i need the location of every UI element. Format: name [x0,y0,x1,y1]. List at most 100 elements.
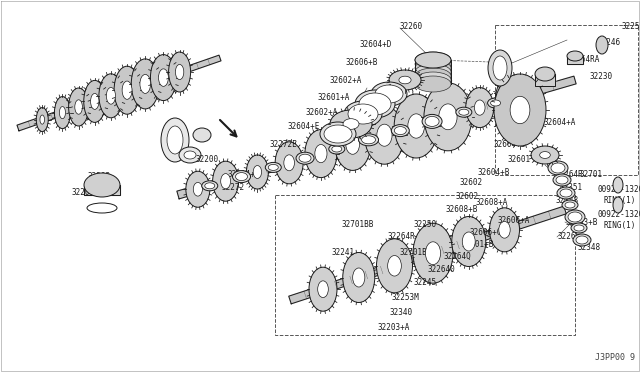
Ellipse shape [375,85,403,103]
Ellipse shape [531,146,559,164]
Ellipse shape [488,98,504,108]
Text: 32200: 32200 [195,155,218,164]
Ellipse shape [324,125,352,143]
Text: 32601+A: 32601+A [318,93,350,102]
Ellipse shape [452,217,486,266]
Ellipse shape [415,60,451,76]
Ellipse shape [565,210,585,224]
Ellipse shape [364,106,404,164]
Text: 322640: 322640 [428,265,456,274]
Ellipse shape [415,52,451,68]
Ellipse shape [106,87,115,104]
Text: 32340: 32340 [390,308,413,317]
Ellipse shape [202,181,218,191]
Ellipse shape [40,115,45,124]
Ellipse shape [425,116,439,126]
Text: 32245: 32245 [413,278,436,287]
Ellipse shape [568,212,582,222]
Text: 32264Q: 32264Q [443,252,471,261]
Ellipse shape [329,144,345,154]
Ellipse shape [415,64,451,80]
Ellipse shape [490,208,520,252]
Ellipse shape [320,122,356,146]
Ellipse shape [359,93,391,115]
Ellipse shape [560,189,572,197]
Text: 32272E: 32272E [269,140,297,149]
Text: 32264RA: 32264RA [567,55,600,64]
Ellipse shape [168,52,191,92]
Text: 32604+E: 32604+E [287,122,319,131]
Ellipse shape [253,166,262,179]
Text: 32601+B: 32601+B [462,240,494,249]
Text: 32250: 32250 [413,220,436,229]
Text: 32348: 32348 [556,196,579,205]
Text: 32606+A: 32606+A [498,216,531,225]
Ellipse shape [415,56,451,72]
Ellipse shape [573,234,591,246]
Ellipse shape [335,118,371,170]
Ellipse shape [193,182,202,196]
Text: 32264R: 32264R [556,170,584,179]
Ellipse shape [540,151,550,158]
Ellipse shape [415,76,451,92]
Ellipse shape [268,164,278,170]
Text: 32602: 32602 [455,192,478,201]
Ellipse shape [343,119,359,129]
Ellipse shape [140,74,150,93]
Ellipse shape [246,155,268,189]
Text: 32606+C: 32606+C [470,228,502,237]
Ellipse shape [506,90,518,107]
Ellipse shape [415,68,451,84]
Ellipse shape [275,142,303,184]
Ellipse shape [265,163,282,172]
Ellipse shape [309,267,337,311]
Ellipse shape [346,135,360,154]
Ellipse shape [388,256,401,276]
Ellipse shape [408,114,424,138]
Ellipse shape [84,173,120,197]
Ellipse shape [371,82,407,106]
Ellipse shape [574,225,584,231]
Ellipse shape [553,174,571,186]
Ellipse shape [415,52,451,68]
Ellipse shape [99,74,123,118]
Text: 32351: 32351 [560,183,583,192]
Ellipse shape [415,72,451,88]
Ellipse shape [376,239,413,293]
Ellipse shape [557,187,575,199]
Ellipse shape [567,51,583,61]
Text: 32602+A: 32602+A [305,108,337,117]
Text: 32701BC: 32701BC [400,248,433,257]
Ellipse shape [474,100,485,115]
Ellipse shape [488,50,512,86]
Ellipse shape [494,74,546,146]
Ellipse shape [459,109,469,115]
Ellipse shape [377,124,392,146]
Text: 32203: 32203 [87,172,110,181]
Text: 32601: 32601 [508,155,531,164]
Ellipse shape [391,125,410,137]
Text: 32265: 32265 [557,232,580,241]
Ellipse shape [394,94,438,158]
Ellipse shape [114,66,140,114]
Text: 32246: 32246 [598,38,621,47]
Ellipse shape [389,70,421,90]
Text: 32701BB: 32701BB [342,220,374,229]
Text: 32604+B: 32604+B [493,140,525,149]
Ellipse shape [493,56,507,80]
Text: 32348: 32348 [578,243,601,252]
Ellipse shape [562,200,578,210]
Ellipse shape [84,80,106,122]
Text: 32701: 32701 [580,170,603,179]
Polygon shape [567,56,583,64]
Text: 32604+B: 32604+B [478,168,510,177]
Ellipse shape [75,100,83,114]
Text: 32241: 32241 [332,248,355,257]
Polygon shape [177,76,576,199]
Ellipse shape [68,88,88,126]
Ellipse shape [571,223,587,233]
Ellipse shape [355,90,395,118]
Ellipse shape [499,221,510,238]
Ellipse shape [495,76,527,121]
Ellipse shape [551,163,565,173]
